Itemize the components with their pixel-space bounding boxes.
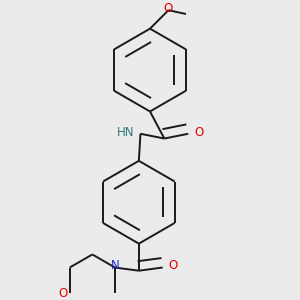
Text: O: O: [164, 2, 173, 15]
Text: HN: HN: [117, 126, 135, 139]
Text: O: O: [58, 287, 68, 300]
Text: O: O: [194, 126, 203, 139]
Text: O: O: [169, 260, 178, 272]
Text: N: N: [111, 260, 119, 272]
